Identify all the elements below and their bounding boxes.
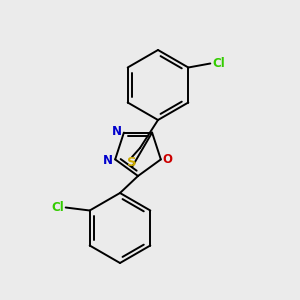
Text: O: O xyxy=(163,153,173,166)
Text: Cl: Cl xyxy=(51,201,64,214)
Text: N: N xyxy=(112,125,122,138)
Text: N: N xyxy=(103,154,113,167)
Text: S: S xyxy=(127,155,137,169)
Text: Cl: Cl xyxy=(212,57,225,70)
